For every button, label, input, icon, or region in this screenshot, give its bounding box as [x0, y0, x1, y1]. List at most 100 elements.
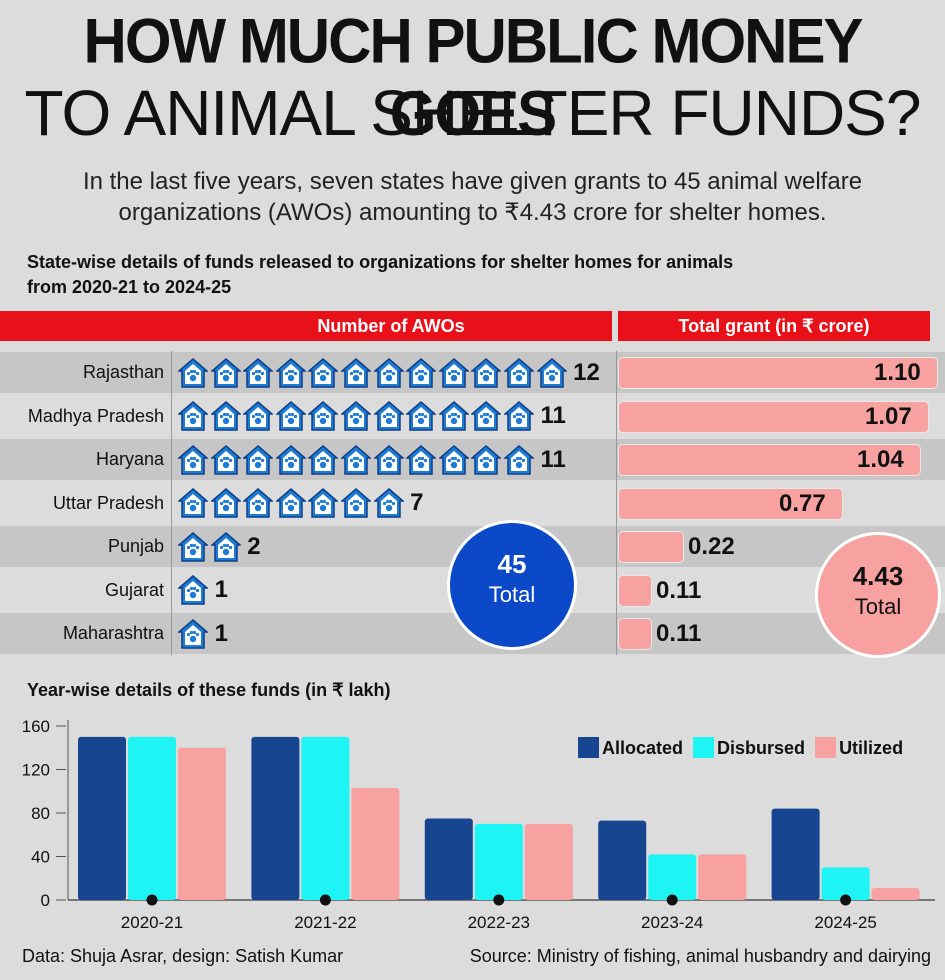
state-name: Haryana	[95, 449, 164, 469]
bar-allocated	[78, 736, 126, 900]
house-paw-icon	[339, 488, 372, 518]
title-line-2: TO ANIMAL SHELTER FUNDS?	[24, 77, 922, 149]
house-paw-icon	[307, 401, 340, 431]
x-tick-dot	[146, 894, 158, 906]
total-awos-badge: 45 Total	[447, 520, 577, 650]
grant-bar	[618, 400, 929, 433]
bar-utilized	[871, 888, 920, 900]
house-paw-icon	[176, 401, 210, 431]
grant-value: 0.11	[656, 620, 702, 647]
house-paw-icon	[339, 444, 372, 475]
grant-value: 1.07	[865, 402, 912, 430]
house-paw-icon	[339, 401, 372, 431]
awo-count: 11	[540, 402, 566, 429]
awo-count: 2	[247, 532, 261, 560]
house-paw-icon	[274, 357, 307, 388]
state-name: Punjab	[107, 536, 164, 556]
awo-count: 11	[540, 445, 566, 473]
bar-allocated	[251, 736, 300, 900]
grant-bar	[618, 487, 843, 520]
title-line-1: HOW MUCH PUBLIC MONEY GOES	[83, 5, 864, 149]
legend-label-allocated: Allocated	[602, 738, 683, 758]
legend-label-utilized: Utilized	[839, 738, 903, 758]
y-tick-label: 40	[31, 848, 50, 867]
subtitle: In the last five years, seven states hav…	[30, 166, 915, 228]
house-paw-icon	[242, 488, 275, 518]
awo-count: 1	[214, 619, 228, 647]
awo-houses: 1	[176, 613, 228, 654]
y-tick-label: 0	[41, 891, 50, 910]
state-row: Haryana 11 1.04	[0, 439, 945, 480]
bar-disbursed	[474, 823, 523, 900]
house-paw-icon	[502, 444, 535, 475]
house-paw-icon	[176, 575, 210, 605]
header-awos: Number of AWOs	[0, 311, 612, 341]
footer-credits: Data: Shuja Asrar, design: Satish Kumar	[22, 946, 344, 966]
house-paw-icon	[470, 444, 503, 475]
house-paw-icon	[209, 444, 242, 475]
grant-bar	[618, 531, 684, 563]
bar-disbursed	[128, 736, 176, 900]
house-paw-icon	[502, 401, 535, 431]
state-row: Madhya Pradesh 11 1.07	[0, 396, 945, 437]
total-awos-value: 45	[497, 549, 527, 579]
grant-value: 1.04	[857, 446, 904, 473]
house-paw-icon	[209, 531, 242, 562]
state-row: Uttar Pradesh 7 0.77	[0, 483, 945, 524]
house-paw-icon	[405, 444, 438, 475]
house-paw-icon	[242, 401, 275, 431]
house-paw-icon	[437, 401, 470, 431]
bar-disbursed	[821, 867, 870, 900]
house-paw-icon	[502, 357, 535, 388]
x-tick-label: 2024-25	[814, 913, 876, 932]
state-name: Madhya Pradesh	[27, 405, 164, 426]
subtitle-line-1: In the last five years, seven states hav…	[82, 168, 863, 195]
bar-utilized	[351, 787, 400, 900]
house-paw-icon	[535, 357, 568, 388]
year-bar-chart: 0 40 80 120 160 2020-21 2021-22 2022-23 2023-24 2…	[22, 717, 935, 932]
house-paw-icon	[176, 444, 210, 475]
house-paw-icon	[372, 401, 405, 431]
house-paw-icon	[176, 618, 210, 649]
grant-value: 0.11	[656, 576, 702, 604]
awo-houses: 7	[176, 483, 424, 524]
grant-bar	[618, 618, 652, 650]
y-tick-label: 160	[22, 717, 50, 736]
bar-utilized	[698, 854, 747, 900]
house-paw-icon	[176, 531, 210, 562]
awo-houses: 1	[176, 570, 228, 611]
header-grant-label: Total grant (in ₹ crore)	[678, 316, 870, 336]
bar-utilized	[178, 747, 226, 900]
x-tick-dot	[666, 894, 678, 906]
awo-count: 7	[410, 489, 424, 516]
grant-value: 1.10	[874, 359, 921, 386]
grant-bar	[618, 574, 652, 607]
state-name: Rajasthan	[82, 362, 164, 382]
x-tick-dot	[840, 894, 852, 906]
house-paw-icon	[176, 357, 210, 388]
total-grant-value: 4.43	[852, 561, 904, 591]
house-paw-icon	[242, 444, 275, 475]
house-paw-icon	[209, 488, 242, 518]
state-row: Gujarat 1 0.11	[0, 570, 945, 611]
grant-value: 0.77	[779, 489, 826, 517]
awo-houses: 2	[176, 526, 261, 567]
x-tick-label: 2021-22	[294, 913, 356, 932]
section-1-title-line-2: from 2020-21 to 2024-25	[27, 277, 232, 297]
awo-count: 12	[573, 358, 600, 386]
house-paw-icon	[274, 488, 307, 518]
legend-swatch-disbursed	[693, 737, 715, 758]
house-paw-icon	[307, 444, 340, 475]
x-tick-dot	[493, 894, 505, 906]
state-name: Uttar Pradesh	[52, 492, 164, 513]
footer-source: Source: Ministry of fishing, animal husb…	[469, 946, 931, 966]
house-paw-icon	[209, 401, 242, 431]
bar-utilized	[524, 823, 573, 900]
house-paw-icon	[470, 401, 503, 431]
grant-bar	[618, 444, 921, 476]
house-paw-icon	[307, 488, 340, 518]
x-tick-label: 2020-21	[121, 913, 183, 932]
house-paw-icon	[209, 357, 242, 388]
x-tick-label: 2023-24	[641, 913, 703, 932]
header-awos-label: Number of AWOs	[317, 316, 465, 336]
